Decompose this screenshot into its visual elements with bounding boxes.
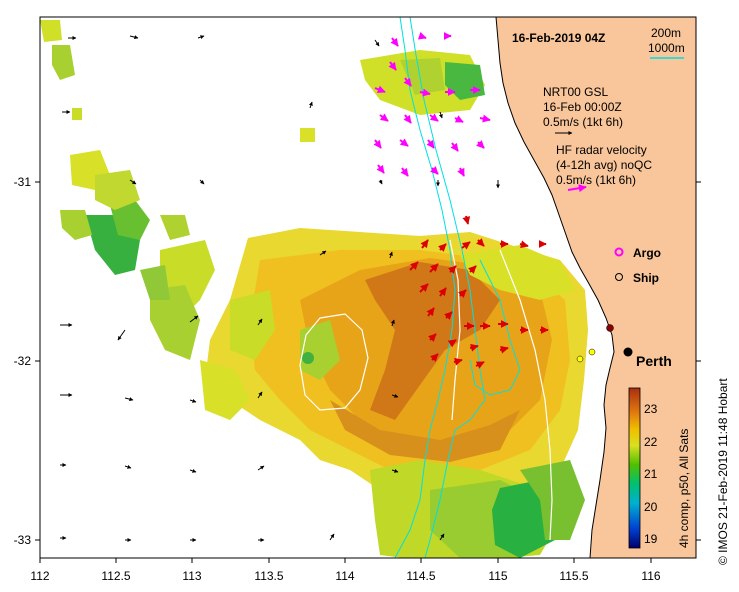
x-tick-label: 116 xyxy=(641,569,660,583)
coastline xyxy=(495,17,615,558)
colorbar xyxy=(628,387,641,549)
depth-legend-1000m: 1000m xyxy=(648,41,685,55)
plot-frame xyxy=(39,16,697,559)
axis-ticks xyxy=(35,181,701,563)
hf-legend-arrow xyxy=(567,184,587,193)
argo-legend-label: Argo xyxy=(633,246,661,260)
x-tick-label: 114 xyxy=(335,569,354,583)
depth-legend-200m: 200m xyxy=(651,26,681,40)
hf-legend-name: HF radar velocity xyxy=(556,143,647,157)
argo-marker[interactable] xyxy=(576,355,584,363)
x-tick-label: 114.5 xyxy=(406,569,435,583)
hf-radar-arrows-strong xyxy=(409,215,549,369)
colorbar-tick: 22 xyxy=(644,435,658,449)
x-tick-label: 115.5 xyxy=(559,569,588,583)
perth-marker[interactable] xyxy=(623,347,633,357)
hf-legend-avg: (4-12h avg) noQC xyxy=(556,158,652,172)
gsl-legend-scale: 0.5m/s (1kt 6h) xyxy=(543,115,623,129)
ship-legend-label: Ship xyxy=(633,271,659,285)
colorbar-tick: 20 xyxy=(644,500,658,514)
ship-marker[interactable] xyxy=(606,324,614,332)
hf-radar-arrows xyxy=(373,31,491,177)
colorbar-tick: 21 xyxy=(644,467,658,481)
colorbar-tick: 23 xyxy=(644,402,658,416)
colorbar-tick: 19 xyxy=(644,532,658,546)
colorbar-label: 4h comp, p50, All Sats xyxy=(677,429,691,548)
x-tick-label: 113.5 xyxy=(254,569,283,583)
x-tick-label: 115 xyxy=(488,569,507,583)
map-title: 16-Feb-2019 04Z xyxy=(512,31,605,45)
x-tick-label: 113 xyxy=(182,569,201,583)
y-tick-label: -33 xyxy=(14,533,32,547)
city-label: Perth xyxy=(636,353,672,369)
x-tick-label: 112 xyxy=(30,569,49,583)
x-tick-label: 112.5 xyxy=(101,569,130,583)
ship-legend-icon xyxy=(615,273,623,281)
gsl-velocity-arrows xyxy=(60,35,500,542)
y-tick-label: -31 xyxy=(14,175,32,189)
y-tick-label: -32 xyxy=(14,354,32,368)
gsl-legend-date: 16-Feb 00:00Z xyxy=(543,100,622,114)
hf-legend-scale: 0.5m/s (1kt 6h) xyxy=(556,173,636,187)
land-area xyxy=(496,17,696,558)
gsl-legend-name: NRT00 GSL xyxy=(543,85,608,99)
argo-marker-2[interactable] xyxy=(588,348,596,356)
credit-label: © IMOS 21-Feb-2019 11:48 Hobart xyxy=(716,378,730,565)
argo-legend-icon xyxy=(614,247,624,257)
